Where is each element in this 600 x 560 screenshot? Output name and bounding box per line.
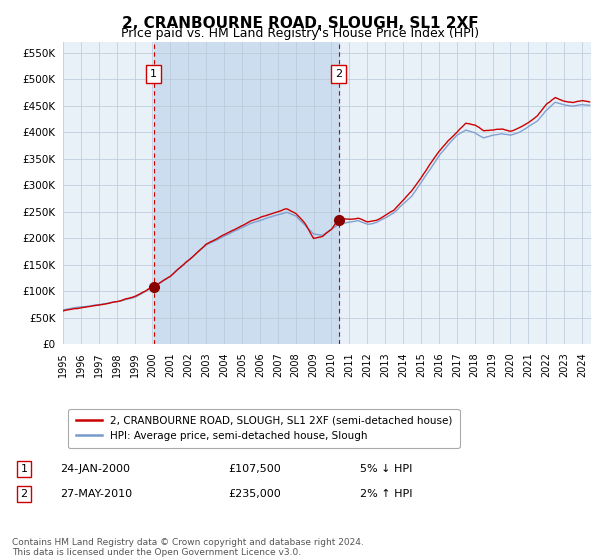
Text: 2, CRANBOURNE ROAD, SLOUGH, SL1 2XF: 2, CRANBOURNE ROAD, SLOUGH, SL1 2XF (122, 16, 478, 31)
Text: 1: 1 (20, 464, 28, 474)
Text: £235,000: £235,000 (228, 489, 281, 499)
Text: 5% ↓ HPI: 5% ↓ HPI (360, 464, 412, 474)
Text: 1: 1 (150, 69, 157, 79)
Text: Price paid vs. HM Land Registry's House Price Index (HPI): Price paid vs. HM Land Registry's House … (121, 27, 479, 40)
Text: 24-JAN-2000: 24-JAN-2000 (60, 464, 130, 474)
Legend: 2, CRANBOURNE ROAD, SLOUGH, SL1 2XF (semi-detached house), HPI: Average price, s: 2, CRANBOURNE ROAD, SLOUGH, SL1 2XF (sem… (68, 409, 460, 449)
Text: 2: 2 (335, 69, 343, 79)
Text: Contains HM Land Registry data © Crown copyright and database right 2024.
This d: Contains HM Land Registry data © Crown c… (12, 538, 364, 557)
Text: 27-MAY-2010: 27-MAY-2010 (60, 489, 132, 499)
Bar (154, 42, 339, 344)
Text: 2% ↑ HPI: 2% ↑ HPI (360, 489, 413, 499)
Text: £107,500: £107,500 (228, 464, 281, 474)
Text: 2: 2 (20, 489, 28, 499)
